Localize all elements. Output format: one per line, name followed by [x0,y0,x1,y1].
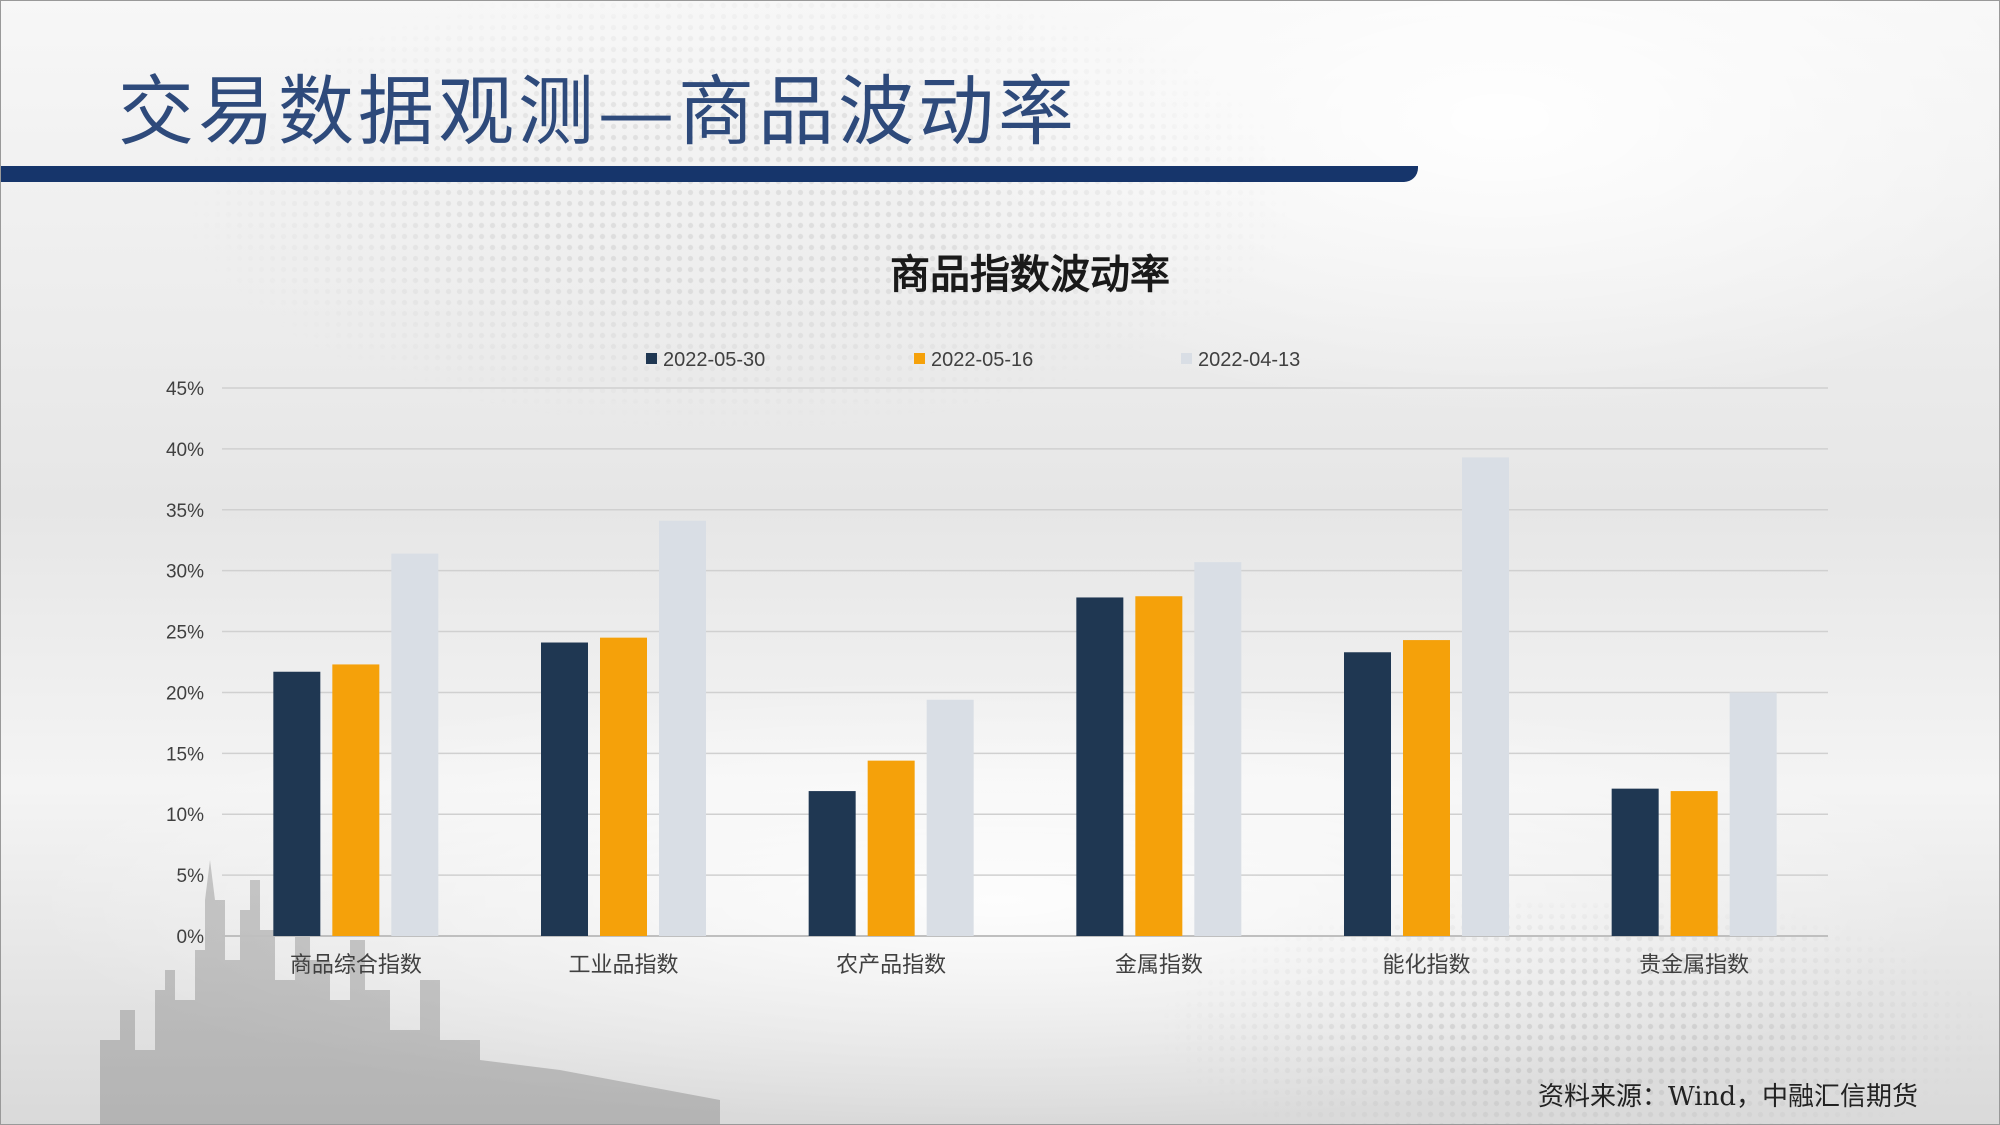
y-tick-label: 10% [166,805,204,826]
bar-2022-05-30-贵金属指数 [1611,788,1659,936]
y-tick-label: 0% [177,927,205,948]
x-category-label: 能化指数 [1382,953,1470,978]
y-tick-label: 45% [166,379,204,400]
bars [273,457,1777,936]
bar-2022-05-16-金属指数 [1135,596,1183,936]
x-category-label: 农产品指数 [836,953,946,978]
x-category-label: 金属指数 [1115,953,1203,978]
title-underline-bar [0,166,1418,182]
x-category-label: 贵金属指数 [1639,953,1749,978]
bar-2022-05-16-能化指数 [1403,640,1450,936]
legend-swatch [646,353,657,364]
y-tick-label: 15% [166,744,204,765]
legend-label: 2022-05-30 [663,349,765,371]
bar-2022-04-13-能化指数 [1462,457,1509,936]
bar-2022-04-13-贵金属指数 [1729,692,1777,936]
y-tick-label: 20% [166,683,204,704]
world-map-dots-upper [190,0,1290,440]
bar-2022-04-13-商品综合指数 [391,553,439,936]
x-category-label: 工业品指数 [568,953,678,978]
bar-2022-05-16-商品综合指数 [332,664,380,936]
x-axis-category-labels: 商品综合指数 工业品指数 农产品指数 金属指数 能化指数 贵金属指数 [290,953,1749,978]
bar-2022-04-13-农产品指数 [926,699,974,936]
y-tick-label: 25% [166,623,204,644]
city-skyline-silhouette [100,860,720,1125]
bar-2022-05-30-农产品指数 [808,791,856,936]
y-tick-label: 35% [166,501,204,522]
y-axis-tick-labels: 0% 5% 10% 15% 20% 25% 30% 35% 40% 45% [166,379,204,948]
bar-2022-05-16-工业品指数 [600,637,647,936]
bar-2022-05-30-金属指数 [1076,597,1124,936]
legend-label: 2022-04-13 [1198,349,1300,371]
bar-2022-04-13-金属指数 [1194,562,1242,936]
legend-swatch [914,353,925,364]
legend: 2022-05-30 2022-05-16 2022-04-13 [646,349,1300,371]
bar-2022-05-16-贵金属指数 [1670,791,1718,936]
legend-swatch [1181,353,1192,364]
bar-2022-05-30-商品综合指数 [273,671,321,936]
x-category-label: 商品综合指数 [290,953,422,978]
bar-2022-05-30-能化指数 [1344,652,1391,936]
chart-title: 商品指数波动率 [890,251,1170,298]
y-tick-label: 5% [177,866,205,887]
y-tick-label: 30% [166,562,204,583]
legend-label: 2022-05-16 [931,349,1033,371]
bar-2022-05-30-工业品指数 [541,642,588,936]
bar-2022-04-13-工业品指数 [659,520,706,936]
world-map-dots-lower [1150,900,2000,1125]
page-title: 交易数据观测—商品波动率 [118,67,1078,156]
bar-2022-05-16-农产品指数 [867,760,915,936]
gridlines [222,387,1828,937]
y-tick-label: 40% [166,440,204,461]
source-note: 资料来源：Wind，中融汇信期货 [1538,1082,1918,1112]
